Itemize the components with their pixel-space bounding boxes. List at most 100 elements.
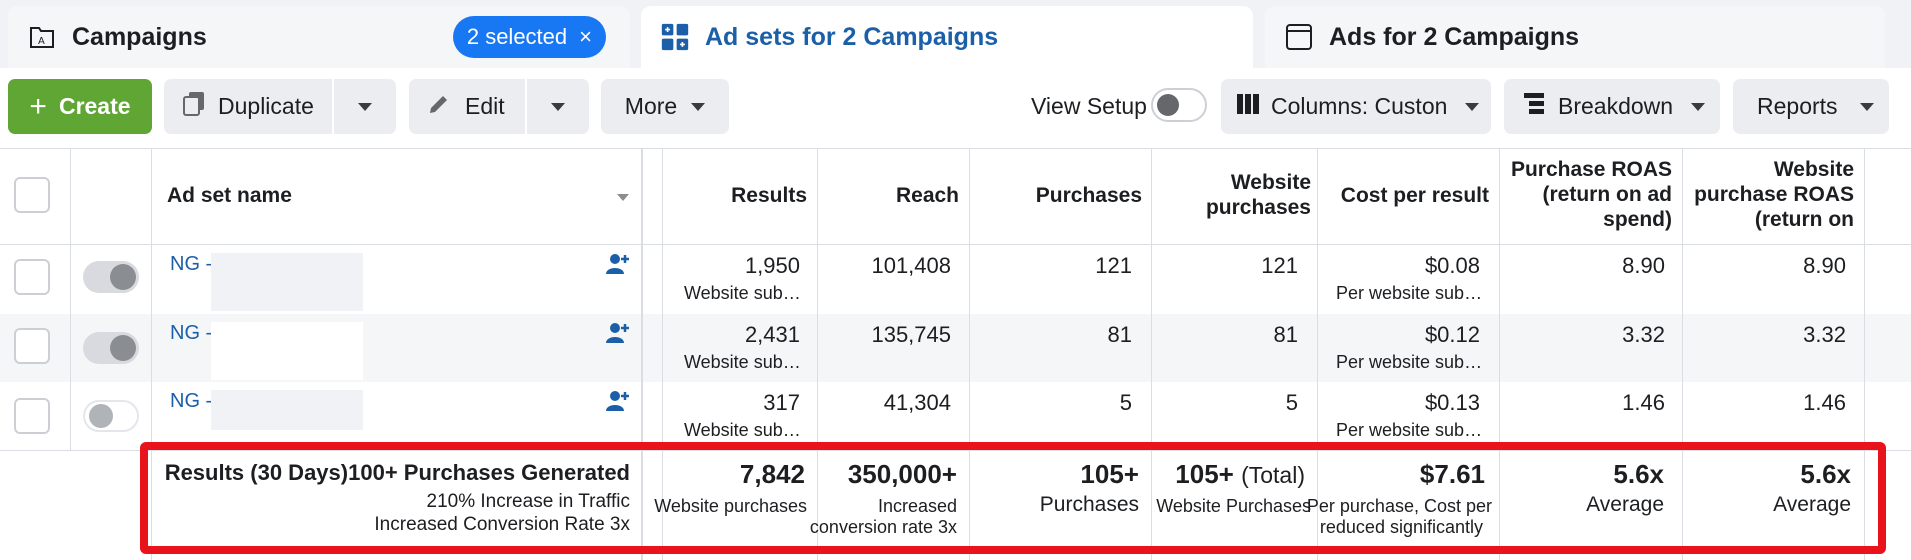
column-header-reach[interactable]: Reach bbox=[895, 184, 959, 207]
results-value: 1,950 bbox=[744, 253, 800, 278]
add-person-icon[interactable] bbox=[606, 253, 630, 280]
reach-value: 101,408 bbox=[871, 253, 951, 278]
divider bbox=[0, 148, 1911, 149]
campaign-folder-icon: A bbox=[28, 23, 56, 51]
header-line: Website bbox=[1230, 171, 1311, 194]
row-checkbox[interactable] bbox=[14, 328, 50, 364]
website-purchase-roas-value: 3.32 bbox=[1803, 322, 1846, 347]
summary-results-subtext: Website purchases bbox=[654, 496, 807, 516]
tab-ads[interactable]: Ads for 2 Campaigns bbox=[1265, 6, 1885, 68]
breakdown-label: Breakdown bbox=[1558, 93, 1674, 119]
divider bbox=[641, 148, 643, 560]
row-toggle[interactable] bbox=[83, 400, 139, 432]
results-subtext: Website sub… bbox=[684, 352, 801, 372]
toggle-knob bbox=[1157, 94, 1179, 116]
table-row: NG - 317 Website sub… 41,304 5 5 $0.13 P… bbox=[0, 382, 1911, 450]
reports-label: Reports bbox=[1757, 93, 1838, 119]
divider bbox=[151, 148, 152, 560]
column-header-purchases[interactable]: Purchases bbox=[1035, 184, 1142, 207]
sort-caret-icon[interactable] bbox=[617, 194, 629, 201]
duplicate-dropdown[interactable] bbox=[334, 79, 396, 134]
edit-dropdown[interactable] bbox=[527, 79, 589, 134]
summary-reach-value: 350,000+ bbox=[847, 459, 957, 489]
header-line: Website bbox=[1773, 158, 1854, 181]
ad-window-icon bbox=[1285, 23, 1313, 51]
add-person-icon[interactable] bbox=[606, 390, 630, 417]
breakdown-button[interactable]: Breakdown bbox=[1504, 79, 1720, 134]
summary-website-roas-value: 5.6x bbox=[1800, 459, 1851, 489]
toolbar: + Create Duplicate Edit More View Setup bbox=[0, 68, 1911, 148]
ad-set-name-link[interactable]: NG - bbox=[170, 322, 213, 344]
header-line: spend) bbox=[1603, 208, 1672, 231]
header-line: (return on bbox=[1754, 208, 1854, 231]
summary-reach-subtext-2: conversion rate 3x bbox=[809, 517, 957, 537]
view-setup-toggle[interactable] bbox=[1151, 88, 1207, 122]
duplicate-icon bbox=[182, 91, 206, 123]
columns-label: Columns: Custon bbox=[1271, 93, 1448, 119]
create-button[interactable]: + Create bbox=[8, 79, 152, 134]
website-purchase-roas-value: 1.46 bbox=[1803, 390, 1846, 415]
reach-value: 41,304 bbox=[883, 390, 951, 415]
row-toggle[interactable] bbox=[83, 332, 139, 364]
reach-value: 135,745 bbox=[871, 322, 951, 347]
website-purchases-value: 81 bbox=[1273, 322, 1298, 347]
row-checkbox[interactable] bbox=[14, 259, 50, 295]
header-line: purchase ROAS bbox=[1694, 183, 1854, 206]
duplicate-button[interactable]: Duplicate bbox=[164, 79, 332, 134]
svg-text:A: A bbox=[38, 36, 45, 47]
columns-button[interactable]: Columns: Custon bbox=[1221, 79, 1491, 134]
cost-subtext: Per website sub… bbox=[1336, 283, 1483, 303]
summary-cost-subtext-1: Per purchase, Cost per bbox=[1306, 496, 1492, 516]
column-header-cost-per-result[interactable]: Cost per result bbox=[1340, 184, 1489, 207]
purchase-roas-value: 8.90 bbox=[1622, 253, 1665, 278]
toggle-knob bbox=[110, 335, 136, 361]
edit-button-group: Edit bbox=[409, 79, 589, 134]
tab-campaigns-label: Campaigns bbox=[72, 22, 207, 51]
add-person-icon[interactable] bbox=[606, 322, 630, 349]
divider bbox=[1864, 148, 1865, 560]
results-subtext: Website sub… bbox=[684, 420, 801, 440]
chevron-down-icon bbox=[358, 102, 372, 111]
row-checkbox[interactable] bbox=[14, 398, 50, 434]
chevron-down-icon bbox=[551, 102, 565, 111]
column-header-purchase-roas[interactable]: Purchase ROAS (return on ad spend) bbox=[1511, 157, 1672, 232]
column-header-ad-set-name[interactable]: Ad set name bbox=[167, 184, 292, 207]
redacted-name bbox=[211, 390, 363, 430]
divider bbox=[0, 244, 1911, 245]
edit-button[interactable]: Edit bbox=[409, 79, 525, 134]
table-row: NG - 2,431 Website sub… 135,745 81 81 $0… bbox=[0, 314, 1911, 382]
summary-cost-subtext-2: reduced significantly bbox=[1319, 517, 1483, 537]
select-all-checkbox[interactable] bbox=[14, 177, 50, 213]
tab-campaigns[interactable]: A Campaigns 2 selected × bbox=[8, 6, 630, 68]
summary-line-conversion: Increased Conversion Rate 3x bbox=[374, 514, 630, 535]
column-header-website-purchase-roas[interactable]: Website purchase ROAS (return on bbox=[1694, 157, 1854, 232]
summary-website-purchases: 105+ (Total) bbox=[1175, 459, 1305, 490]
pencil-icon bbox=[427, 92, 451, 122]
tab-ad-sets[interactable]: Ad sets for 2 Campaigns bbox=[641, 6, 1253, 68]
reports-button[interactable]: Reports bbox=[1733, 79, 1889, 134]
summary-roas-value: 5.6x bbox=[1613, 459, 1664, 489]
divider bbox=[0, 450, 1911, 451]
column-header-results[interactable]: Results bbox=[731, 184, 807, 207]
columns-icon bbox=[1237, 93, 1259, 120]
clear-selection-icon[interactable]: × bbox=[579, 24, 592, 49]
ad-set-name-link[interactable]: NG - bbox=[170, 253, 213, 275]
divider bbox=[1151, 148, 1152, 560]
tab-ad-sets-label: Ad sets for 2 Campaigns bbox=[705, 22, 999, 51]
column-header-website-purchases[interactable]: Website purchases bbox=[1206, 170, 1311, 220]
adsets-grid-icon bbox=[661, 23, 689, 51]
ad-set-name-link[interactable]: NG - bbox=[170, 390, 213, 412]
row-toggle[interactable] bbox=[83, 261, 139, 293]
website-purchase-roas-value: 8.90 bbox=[1803, 253, 1846, 278]
results-value: 2,431 bbox=[744, 322, 800, 347]
selection-count-pill[interactable]: 2 selected × bbox=[452, 16, 606, 58]
more-button[interactable]: More bbox=[601, 79, 729, 134]
website-purchases-value: 5 bbox=[1285, 390, 1298, 415]
tab-bar: A Campaigns 2 selected × Ad sets for 2 C… bbox=[0, 0, 1911, 68]
summary-purchases-subtext: Purchases bbox=[1039, 493, 1139, 516]
summary-website-purchases-subtext: Website Purchases bbox=[1156, 496, 1311, 516]
duplicate-button-group: Duplicate bbox=[164, 79, 396, 134]
cost-per-result-value: $0.13 bbox=[1424, 390, 1480, 415]
divider bbox=[70, 148, 71, 450]
chevron-down-icon bbox=[691, 102, 706, 111]
